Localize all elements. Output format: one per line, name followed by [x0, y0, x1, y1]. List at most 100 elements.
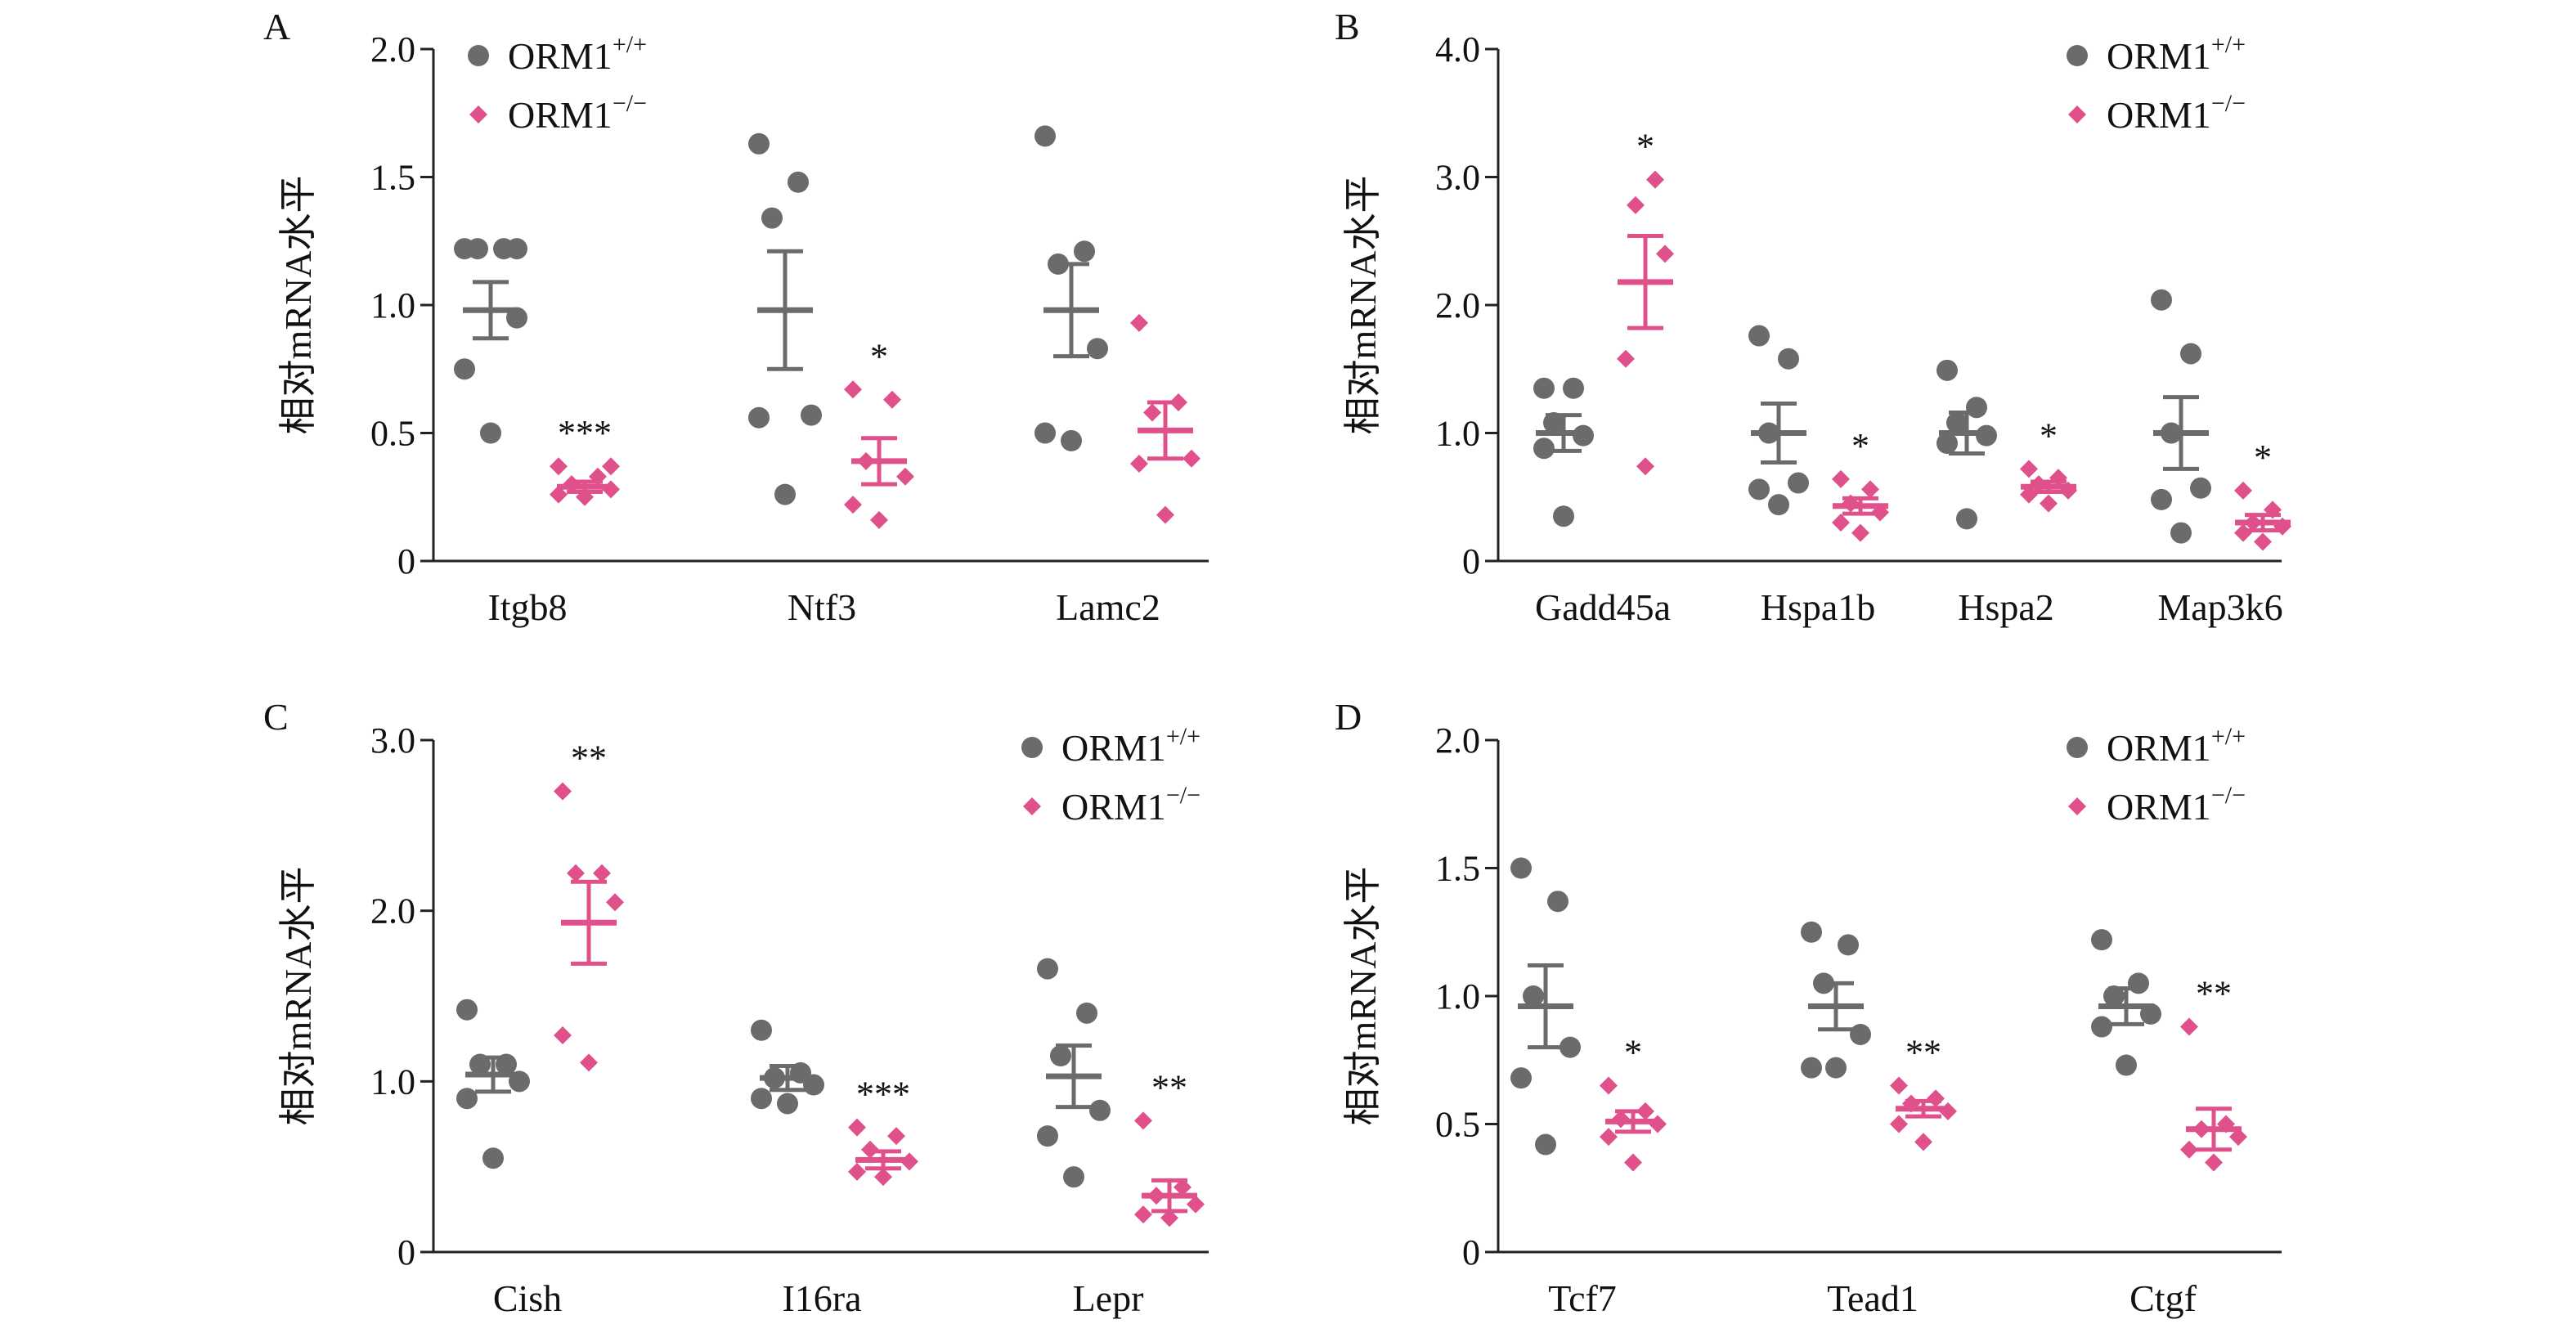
data-point-wt [2091, 1016, 2112, 1038]
data-point-ko [1174, 1178, 1192, 1196]
y-tick-label: 0 [1462, 1232, 1480, 1272]
legend-label-ko: ORM1−/− [1061, 782, 1200, 828]
significance-marker: * [870, 336, 888, 376]
data-point-ko [606, 893, 624, 912]
data-point-ko [554, 782, 572, 801]
data-point-ko [1627, 195, 1645, 214]
data-point-wt [1034, 125, 1056, 147]
data-point-ko [2234, 481, 2252, 500]
y-tick-label: 3.0 [370, 720, 415, 761]
data-point-wt [1535, 1133, 1556, 1156]
data-point-wt [1778, 348, 1799, 370]
data-point-wt [2091, 929, 2112, 951]
data-point-wt [1510, 1067, 1532, 1089]
data-point-ko [1656, 245, 1674, 263]
data-point-ko [883, 390, 901, 409]
data-point-wt [2170, 522, 2192, 544]
panel-letter: C [263, 696, 289, 738]
y-tick-label: 1.0 [370, 285, 415, 325]
data-point-ko [554, 1026, 572, 1044]
data-point-wt [1553, 505, 1574, 527]
x-category-label: Lamc2 [1056, 586, 1160, 628]
data-point-wt [1543, 411, 1564, 433]
legend-superscript: −/− [613, 90, 647, 117]
data-point-ko [567, 864, 585, 882]
legend-name: ORM1 [508, 35, 613, 77]
significance-marker: ** [2196, 974, 2232, 1014]
y-axis-label: 相对mRNA水平 [277, 176, 319, 435]
data-point-ko [1617, 349, 1635, 368]
legend-name: ORM1 [1061, 786, 1166, 828]
y-tick-label: 2.0 [1435, 285, 1480, 325]
legend-marker-ko [1023, 797, 1041, 815]
legend-marker-wt [2067, 45, 2088, 66]
data-point-ko [2254, 532, 2272, 551]
x-category-label: I16ra [782, 1277, 861, 1319]
data-point-ko [2229, 1128, 2247, 1147]
y-tick-label: 0.5 [370, 414, 415, 454]
data-point-wt [1533, 377, 1555, 399]
y-tick-label: 0 [1462, 541, 1480, 581]
data-point-wt [1801, 1057, 1822, 1079]
data-point-wt [1061, 429, 1082, 451]
data-point-ko [848, 1118, 866, 1137]
legend-marker-wt [468, 45, 489, 66]
data-point-wt [1063, 1166, 1084, 1188]
data-point-wt [751, 1019, 772, 1041]
data-point-wt [1825, 1057, 1847, 1079]
y-tick-label: 1.0 [1435, 976, 1480, 1017]
data-point-ko [1156, 505, 1174, 524]
significance-marker: ** [1151, 1067, 1187, 1107]
legend-name: ORM1 [508, 94, 613, 136]
data-point-ko [1861, 480, 1879, 499]
data-point-ko [1130, 313, 1148, 332]
legend-marker-wt [1021, 737, 1043, 758]
panel-b: B 0 1.0 2.0 3.0 4.0 相对mRNA水平 Gadd45a * Hspa1b * Hsp… [1335, 6, 2291, 628]
panel-a: A 0 0.5 1.0 1.5 2.0 相对mRNA水平 Itgb8 *** Ntf3 * Lamc2… [263, 6, 1209, 628]
legend-label-wt: ORM1+/+ [1061, 723, 1200, 769]
significance-marker: *** [558, 413, 612, 453]
data-point-ko [1187, 1195, 1205, 1214]
data-point-wt [482, 1147, 504, 1169]
x-category-label: Gadd45a [1535, 586, 1671, 628]
data-point-wt [456, 1088, 478, 1110]
data-point-wt [2116, 1054, 2137, 1076]
y-tick-label: 0.5 [1435, 1105, 1480, 1145]
legend-label-ko: ORM1−/− [508, 90, 647, 136]
data-point-wt [1533, 438, 1555, 460]
data-point-ko [1600, 1076, 1618, 1095]
y-tick-label: 4.0 [1435, 29, 1480, 70]
data-point-wt [774, 483, 796, 505]
legend-superscript: +/+ [2211, 723, 2246, 750]
data-point-ko [2180, 1140, 2198, 1159]
data-point-ko [1160, 1209, 1178, 1228]
data-point-wt [748, 132, 770, 155]
data-point-wt [1560, 1036, 1581, 1058]
legend: ORM1+/+ORM1−/− [468, 31, 647, 136]
legend-superscript: +/+ [1166, 723, 1200, 750]
data-point-ko [550, 485, 568, 504]
data-point-ko [1832, 469, 1850, 488]
significance-marker: *** [856, 1075, 910, 1115]
legend-marker-ko [2068, 105, 2086, 123]
x-category-label: Itgb8 [487, 586, 567, 628]
data-point-wt [1850, 1023, 1871, 1045]
y-tick-label: 1.5 [370, 158, 415, 198]
data-point-ko [1134, 1111, 1152, 1130]
data-point-ko [844, 380, 862, 399]
data-point-wt [1936, 433, 1958, 455]
x-category-label: Ntf3 [788, 586, 856, 628]
x-category-label: Lepr [1073, 1277, 1144, 1319]
data-point-wt [1748, 478, 1770, 500]
data-point-wt [454, 358, 475, 380]
legend-name: ORM1 [1061, 727, 1166, 769]
significance-marker: * [2040, 415, 2058, 456]
data-point-ko [887, 1127, 905, 1146]
data-point-ko [1890, 1076, 1908, 1095]
y-tick-label: 2.0 [1435, 720, 1480, 761]
data-point-ko [874, 1168, 892, 1187]
data-point-ko [580, 1053, 598, 1072]
data-point-wt [1956, 508, 1977, 530]
legend-label-wt: ORM1+/+ [2107, 723, 2246, 769]
x-category-label: Hspa1b [1761, 586, 1876, 628]
